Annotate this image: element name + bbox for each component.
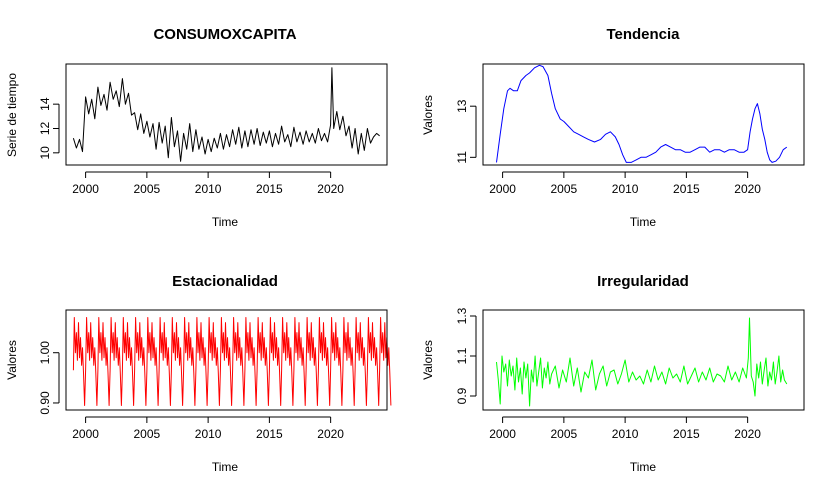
x-axis-label: Time [212, 215, 239, 229]
x-axis-label: Time [630, 460, 657, 474]
x-tick-label: 2015 [256, 427, 283, 441]
x-tick-label: 2005 [134, 182, 161, 196]
x-tick-label: 2010 [612, 182, 639, 196]
x-tick-label: 2000 [489, 427, 516, 441]
y-axis-label: Serie de tiempo [5, 73, 19, 157]
panel-tendencia: Tendencia Time Valores 2000 2005 2010 2015 2… [421, 26, 805, 229]
panel-title: Estacionalidad [172, 273, 278, 290]
x-tick-label: 2015 [673, 182, 700, 196]
y-tick-label: 1.00 [38, 341, 52, 365]
series-line [496, 317, 788, 407]
x-tick-label: 2020 [317, 427, 344, 441]
series-line [72, 67, 380, 162]
y-tick-label: 12 [38, 121, 52, 135]
y-tick-label: 10 [38, 146, 52, 160]
x-tick-label: 2005 [134, 427, 161, 441]
x-tick-label: 2000 [72, 182, 99, 196]
y-axis-label: Valores [5, 340, 19, 380]
plot-frame [482, 63, 805, 166]
panel-title: CONSUMOXCAPITA [153, 26, 296, 43]
x-tick-label: 2010 [195, 427, 222, 441]
series-line [496, 64, 788, 163]
x-tick-label: 2020 [734, 427, 761, 441]
plot-frame [482, 309, 805, 411]
x-tick-label: 2020 [317, 182, 344, 196]
x-tick-label: 2000 [72, 427, 99, 441]
y-axis-label: Valores [421, 95, 435, 135]
y-tick-label: 11 [455, 151, 469, 164]
panel-consumo: CONSUMOXCAPITA Time Serie de tiempo 2000… [5, 26, 388, 229]
y-tick-label: 14 [38, 97, 52, 111]
x-axis-label: Time [630, 215, 657, 229]
x-tick-label: 2015 [256, 182, 283, 196]
series-line [72, 317, 392, 406]
panel-title: Tendencia [606, 26, 680, 43]
x-tick-label: 2005 [551, 182, 578, 196]
x-tick-label: 2000 [489, 182, 516, 196]
x-tick-label: 2010 [612, 427, 639, 441]
y-tick-label: 0.90 [38, 391, 52, 415]
panel-estacionalidad: Estacionalidad Time Valores 2000 2005 2010… [5, 273, 392, 474]
x-tick-label: 2010 [195, 182, 222, 196]
x-axis-label: Time [212, 460, 239, 474]
panel-irregularidad: Irregularidad Time Valores 2000 2005 2010 2… [421, 273, 805, 474]
plot-frame [65, 63, 388, 166]
y-tick-label: 1.1 [455, 347, 469, 364]
panel-title: Irregularidad [597, 273, 689, 290]
x-tick-label: 2020 [734, 182, 761, 196]
y-tick-label: 13 [455, 99, 469, 113]
y-axis-label: Valores [421, 340, 435, 380]
y-tick-label: 1.3 [455, 307, 469, 324]
x-tick-label: 2005 [551, 427, 578, 441]
plot-frame [65, 309, 388, 411]
y-tick-label: 0.9 [455, 387, 469, 404]
x-tick-label: 2015 [673, 427, 700, 441]
